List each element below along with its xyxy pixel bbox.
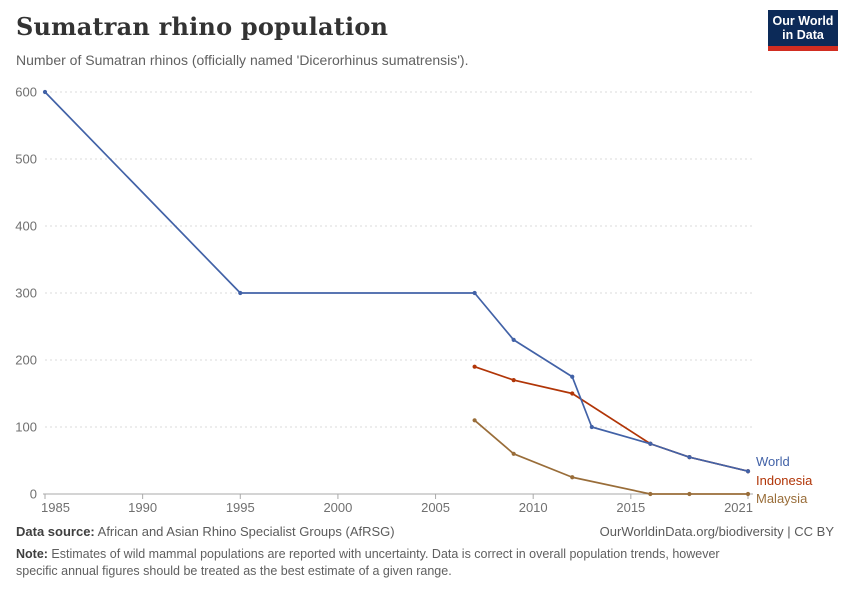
data-point-world-2007[interactable] [472, 290, 477, 296]
data-point-malaysia-2016[interactable] [648, 491, 653, 497]
chart-note: Note: Estimates of wild mammal populatio… [16, 546, 758, 579]
data-point-indonesia-2007[interactable] [472, 364, 477, 369]
data-source: Data source: African and Asian Rhino Spe… [16, 524, 395, 539]
gridlines: 0 100 200 300 400 500 600 [15, 85, 753, 502]
data-source-text: African and Asian Rhino Specialist Group… [94, 524, 395, 539]
data-point-malaysia-2012[interactable] [570, 475, 575, 480]
x-tick-label: 1995 [226, 500, 255, 515]
x-tick-label: 1985 [41, 500, 70, 515]
x-tick-label: 2005 [421, 500, 450, 515]
owid-logo[interactable]: Our World in Data [768, 10, 838, 51]
page-title: Sumatran rhino population [16, 12, 389, 41]
y-tick-label: 100 [15, 420, 37, 435]
x-tick-label: 2010 [519, 500, 548, 515]
chart-subtitle: Number of Sumatran rhinos (officially na… [16, 52, 469, 68]
chart-footer: Data source: African and Asian Rhino Spe… [16, 524, 834, 579]
y-tick-label: 500 [15, 152, 37, 167]
series-indonesia: Indonesia [472, 364, 813, 488]
y-tick-label: 200 [15, 353, 37, 368]
series-label-malaysia[interactable]: Malaysia [756, 491, 808, 506]
y-tick-label: 400 [15, 219, 37, 234]
y-tick-label: 300 [15, 286, 37, 301]
x-tick-label: 1990 [128, 500, 157, 515]
x-axis: 1985 1990 1995 2000 2005 2010 2015 2021 [41, 493, 753, 515]
series-line-indonesia[interactable] [474, 365, 749, 473]
data-point-world-2009[interactable] [511, 337, 516, 342]
note-text: Estimates of wild mammal populations are… [16, 547, 720, 578]
data-point-world-1985[interactable] [42, 89, 48, 95]
series-label-indonesia[interactable]: Indonesia [756, 473, 813, 488]
y-tick-label: 0 [30, 487, 37, 502]
data-point-world-2013[interactable] [589, 424, 594, 430]
x-tick-label: 2015 [616, 500, 645, 515]
series-world: World [42, 89, 790, 474]
data-point-world-2016[interactable] [648, 441, 653, 446]
x-tick-label: 2000 [323, 500, 352, 515]
owid-logo-line2: in Data [782, 28, 824, 42]
data-point-malaysia-2018[interactable] [687, 491, 692, 497]
series-line-malaysia[interactable] [474, 419, 748, 495]
y-tick-label: 600 [15, 85, 37, 100]
note-label: Note: [16, 547, 48, 561]
series-malaysia: Malaysia [472, 418, 808, 506]
x-tick-label: 2021 [724, 500, 753, 515]
data-point-indonesia-2009[interactable] [511, 378, 516, 383]
data-point-world-2018[interactable] [687, 455, 692, 460]
data-point-malaysia-2007[interactable] [472, 418, 477, 423]
license-link[interactable]: OurWorldinData.org/biodiversity | CC BY [599, 524, 834, 539]
series-label-world[interactable]: World [756, 454, 790, 469]
data-point-malaysia-2009[interactable] [511, 451, 516, 456]
data-point-world-1995[interactable] [238, 290, 243, 296]
data-point-world-2021[interactable] [745, 469, 751, 474]
data-source-label: Data source: [16, 524, 95, 539]
data-point-malaysia-2021[interactable] [745, 491, 751, 497]
series-line-world[interactable] [44, 91, 749, 473]
data-point-indonesia-2012[interactable] [570, 391, 575, 396]
data-point-world-2012[interactable] [570, 374, 575, 379]
owid-logo-line1: Our World [772, 14, 834, 28]
